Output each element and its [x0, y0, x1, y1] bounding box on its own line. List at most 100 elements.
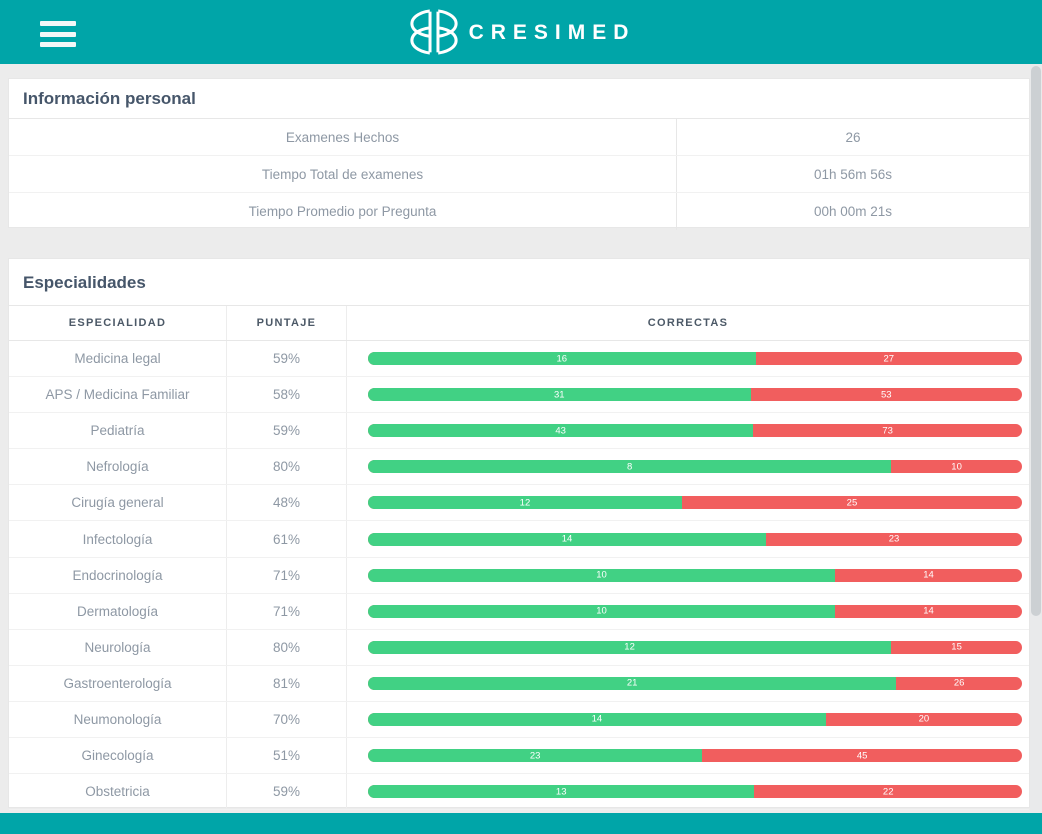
specialty-row: Dermatología 71% 10 14 [9, 593, 1029, 630]
correct-segment [368, 568, 836, 582]
menu-bar [40, 31, 76, 37]
specialty-bar-cell: 16 27 [347, 341, 1029, 376]
specialty-row: Cirugía general 48% 12 25 [9, 485, 1029, 522]
specialty-row: Neumonología 70% 14 20 [9, 701, 1029, 739]
specialty-name: Dermatología [9, 593, 227, 629]
specialty-bar-cell: 12 25 [347, 485, 1029, 520]
total-count-label: 26 [953, 677, 965, 689]
correct-incorrect-bar: 8 10 [368, 460, 1022, 474]
specialty-row: Neurología 80% 12 15 [9, 629, 1029, 666]
total-count-label: 14 [923, 605, 934, 617]
specialty-name: Endocrinología [9, 557, 227, 593]
correct-incorrect-bar: 10 14 [368, 568, 1022, 582]
info-row: Examenes Hechos 26 [9, 119, 1029, 156]
correct-segment [368, 352, 756, 366]
correct-segment [368, 749, 703, 763]
correct-count-label: 10 [596, 605, 607, 617]
specialty-score: 59% [227, 341, 347, 377]
specialty-name: Cirugía general [9, 485, 227, 521]
specialty-bar-cell: 14 23 [347, 521, 1029, 556]
personal-info-card: Información personal Examenes Hechos 26 Ti… [8, 78, 1030, 230]
specialty-row: Obstetricia 59% 13 22 [9, 774, 1029, 811]
specialty-name: Pediatría [9, 413, 227, 449]
menu-bar [40, 42, 76, 47]
specialty-name: Ginecología [9, 738, 227, 774]
specialty-name: Medicina legal [9, 341, 227, 377]
total-count-label: 14 [923, 569, 934, 581]
specialty-row: Nefrología 80% 8 10 [9, 449, 1029, 486]
total-count-label: 53 [880, 388, 892, 400]
specialty-bar-cell: 14 20 [347, 702, 1029, 737]
correct-count-label: 13 [555, 785, 567, 797]
column-header-especialidad: ESPECIALIDAD [9, 306, 227, 340]
info-row-label: Examenes Hechos [9, 119, 677, 155]
specialties-header-row: ESPECIALIDAD PUNTAJE CORRECTAS [9, 305, 1029, 341]
specialty-name: Gastroenterología [9, 665, 227, 701]
correct-count-label: 8 [626, 461, 633, 473]
correct-segment [368, 676, 897, 690]
total-count-label: 10 [951, 461, 962, 473]
correct-count-label: 14 [561, 533, 573, 545]
correct-incorrect-bar: 14 23 [368, 532, 1022, 546]
total-count-label: 27 [883, 352, 895, 364]
specialty-score: 70% [227, 701, 347, 738]
correct-incorrect-bar: 23 45 [368, 749, 1022, 763]
correct-incorrect-bar: 12 25 [368, 496, 1022, 510]
menu-icon[interactable] [40, 21, 76, 47]
correct-segment [368, 388, 751, 402]
correct-segment [368, 532, 767, 546]
correct-segment [368, 604, 836, 618]
total-count-label: 73 [882, 424, 893, 436]
correct-count-label: 43 [555, 424, 566, 436]
specialty-bar-cell: 23 45 [347, 738, 1029, 773]
personal-info-title: Información personal [9, 79, 1029, 119]
correct-count-label: 12 [519, 497, 531, 509]
specialty-bar-cell: 10 14 [347, 558, 1029, 593]
correct-count-label: 21 [626, 677, 638, 689]
correct-incorrect-bar: 31 53 [368, 388, 1022, 402]
total-count-label: 22 [882, 785, 894, 797]
correct-segment [368, 640, 892, 654]
brand-name: CRESIMED [468, 20, 636, 44]
total-count-label: 23 [888, 533, 900, 545]
correct-incorrect-bar: 16 27 [368, 352, 1022, 366]
specialty-row: Gastroenterología 81% 21 26 [9, 665, 1029, 702]
specialty-row: Medicina legal 59% 16 27 [9, 341, 1029, 378]
specialty-name: Nefrología [9, 449, 227, 485]
info-row-value: 01h 56m 56s [813, 166, 893, 182]
specialty-bar-cell: 13 22 [347, 774, 1029, 809]
scrollbar-thumb[interactable] [1031, 66, 1041, 616]
correct-count-label: 12 [624, 641, 635, 653]
specialty-bar-cell: 21 26 [347, 666, 1029, 701]
column-header-correctas: CORRECTAS [647, 317, 729, 329]
specialty-score: 48% [227, 485, 347, 521]
correct-count-label: 14 [591, 713, 603, 725]
specialty-score: 51% [227, 738, 347, 774]
specialty-score: 58% [227, 377, 347, 413]
specialty-bar-cell: 43 73 [347, 413, 1029, 448]
correct-incorrect-bar: 43 73 [368, 424, 1022, 438]
specialty-name: APS / Medicina Familiar [9, 377, 227, 413]
correct-segment [368, 785, 755, 799]
specialty-row: Ginecología 51% 23 45 [9, 738, 1029, 775]
correct-segment [368, 496, 682, 510]
specialty-score: 81% [227, 665, 347, 701]
specialty-row: APS / Medicina Familiar 58% 31 53 [9, 377, 1029, 414]
specialty-score: 71% [227, 593, 347, 629]
correct-segment [368, 424, 754, 438]
correct-count-label: 31 [553, 388, 565, 400]
correct-count-label: 23 [529, 749, 541, 761]
scrollbar-track[interactable] [1030, 64, 1042, 813]
total-count-label: 20 [918, 713, 930, 725]
app-footer [0, 813, 1042, 834]
brand: CRESIMED [0, 0, 1042, 64]
app-header: CRESIMED [0, 0, 1042, 64]
total-count-label: 25 [846, 497, 858, 509]
specialty-score: 61% [227, 521, 347, 557]
specialty-score: 80% [227, 629, 347, 665]
correct-incorrect-bar: 21 26 [368, 676, 1022, 690]
specialty-score: 71% [227, 557, 347, 593]
specialties-card: Especialidades ESPECIALIDAD PUNTAJE CORR… [8, 258, 1030, 811]
specialty-bar-cell: 12 15 [347, 630, 1029, 665]
